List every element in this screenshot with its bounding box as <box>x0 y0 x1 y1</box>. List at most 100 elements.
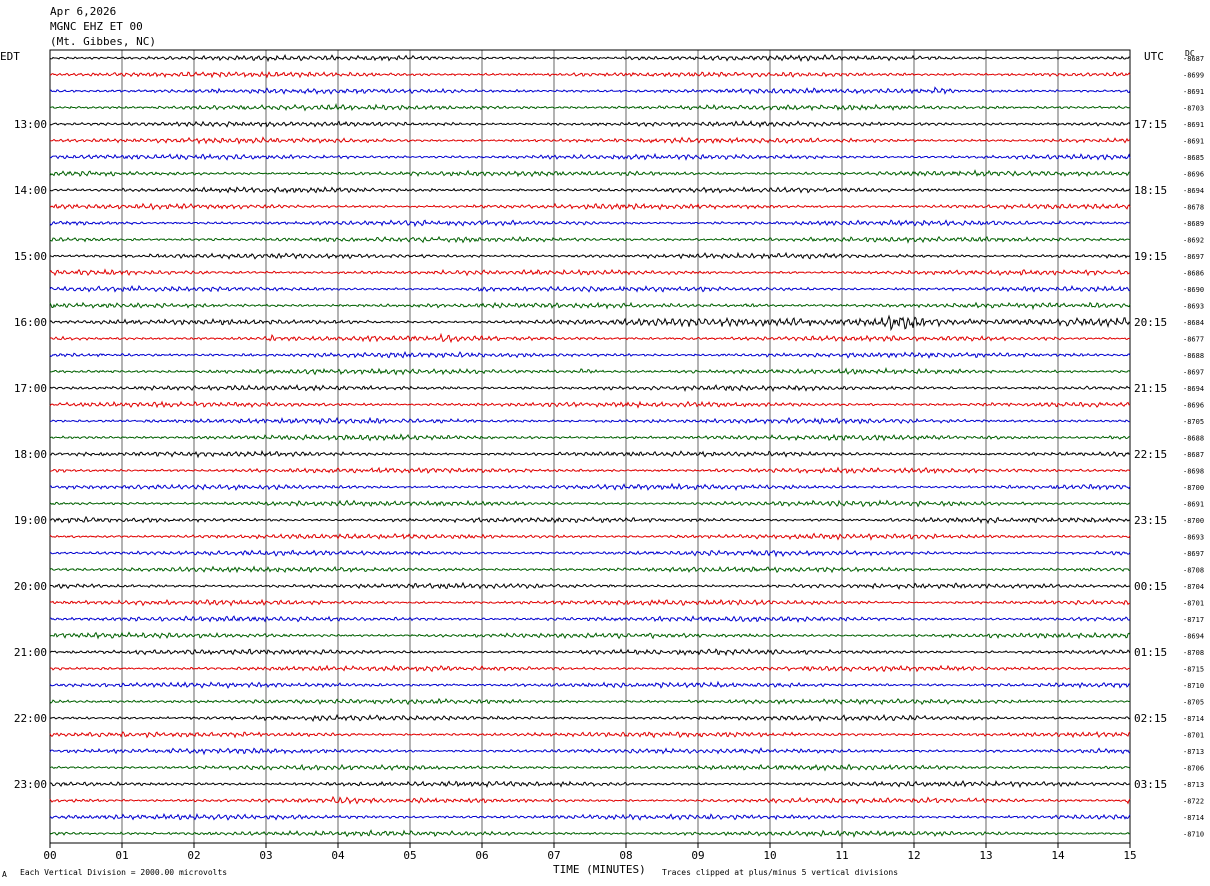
seismic-trace <box>49 581 1131 590</box>
dc-offset-label: -8700 <box>1183 517 1204 525</box>
seismic-trace <box>49 449 1131 459</box>
seismic-trace <box>49 53 1131 63</box>
dc-offset-label: -8698 <box>1183 468 1204 476</box>
right-hour-label: 02:15 <box>1134 712 1167 725</box>
left-hour-label: 21:00 <box>14 646 47 659</box>
dc-offset-label: -8687 <box>1183 451 1204 459</box>
seismic-trace <box>49 532 1131 541</box>
seismic-trace <box>49 186 1131 194</box>
seismic-trace <box>49 795 1131 805</box>
right-hour-label: 22:15 <box>1134 448 1167 461</box>
dc-offset-label: -8713 <box>1183 781 1204 789</box>
seismic-trace <box>49 713 1131 722</box>
left-hour-label: 18:00 <box>14 448 47 461</box>
dc-offset-label: -8691 <box>1183 501 1204 509</box>
dc-offset-label: -8690 <box>1183 286 1204 294</box>
seismic-trace <box>49 120 1131 128</box>
seismic-trace <box>49 268 1131 277</box>
right-hour-label: 23:15 <box>1134 514 1167 527</box>
seismic-trace <box>49 499 1131 508</box>
dc-offset-label: -8697 <box>1183 253 1204 261</box>
x-tick-label: 01 <box>115 849 128 862</box>
seismic-trace <box>49 86 1131 95</box>
seismic-trace <box>49 71 1131 79</box>
seismic-trace <box>49 103 1131 112</box>
x-tick-label: 13 <box>979 849 992 862</box>
right-hour-label: 20:15 <box>1134 316 1167 329</box>
dc-offset-label: -8693 <box>1183 303 1204 311</box>
dc-offset-label: -8677 <box>1183 336 1204 344</box>
left-hour-label: 19:00 <box>14 514 47 527</box>
dc-offset-label: -8708 <box>1183 567 1204 575</box>
x-tick-label: 03 <box>259 849 272 862</box>
dc-offset-label: -8704 <box>1183 583 1204 591</box>
left-hour-label: 22:00 <box>14 712 47 725</box>
dc-offset-label: -8697 <box>1183 369 1204 377</box>
seismic-trace <box>49 314 1131 332</box>
x-tick-label: 08 <box>619 849 632 862</box>
dc-offset-label: -8717 <box>1183 616 1204 624</box>
traces <box>49 53 1131 838</box>
dc-offset-label: -8688 <box>1183 352 1204 360</box>
dc-offset-label: -8706 <box>1183 765 1204 773</box>
dc-offset-label: -8694 <box>1183 633 1204 641</box>
right-hour-label: 00:15 <box>1134 580 1167 593</box>
header-location: (Mt. Gibbes, NC) <box>50 35 156 48</box>
seismic-trace <box>49 152 1131 161</box>
header-date: Apr 6,2026 <box>50 5 117 18</box>
dc-offset-label: -8691 <box>1183 88 1204 96</box>
x-tick-label: 14 <box>1051 849 1065 862</box>
left-timezone: EDT <box>0 50 20 63</box>
seismic-trace <box>49 680 1131 689</box>
right-hour-label: 21:15 <box>1134 382 1167 395</box>
x-tick-label: 00 <box>43 849 56 862</box>
dc-offset-label: -8701 <box>1183 732 1204 740</box>
left-hour-label: 13:00 <box>14 118 47 131</box>
x-tick-label: 11 <box>835 849 848 862</box>
seismic-trace <box>49 301 1131 311</box>
seismic-trace <box>49 416 1131 426</box>
seismic-trace <box>49 829 1131 838</box>
seismic-trace <box>49 813 1131 821</box>
dc-offset-label: -8722 <box>1183 798 1204 806</box>
axis-labels: 00 01 02 03 04 05 06 07 08 09 10 11 12 13 14 15 -8687 -86… <box>14 55 1204 862</box>
seismic-trace <box>49 169 1131 178</box>
dc-label: DC <box>1185 49 1195 58</box>
seismic-trace <box>49 779 1131 789</box>
dc-offset-label: -8684 <box>1183 319 1204 327</box>
x-tick-label: 02 <box>187 849 200 862</box>
dc-offset-label: -8708 <box>1183 649 1204 657</box>
right-hour-label: 01:15 <box>1134 646 1167 659</box>
seismic-trace <box>49 366 1131 376</box>
dc-offset-label: -8688 <box>1183 435 1204 443</box>
dc-offset-label: -8691 <box>1183 138 1204 146</box>
right-timezone: UTC <box>1144 50 1164 63</box>
x-tick-label: 12 <box>907 849 920 862</box>
seismic-trace <box>49 697 1131 706</box>
seismic-trace <box>49 515 1131 525</box>
grid <box>49 49 1131 848</box>
seismic-trace <box>49 482 1131 491</box>
x-tick-label: 04 <box>331 849 345 862</box>
dc-offset-label: -8689 <box>1183 220 1204 228</box>
seismic-trace <box>49 284 1131 293</box>
seismic-trace <box>49 202 1131 211</box>
seismic-trace <box>49 747 1131 756</box>
x-tick-label: 05 <box>403 849 416 862</box>
dc-offset-label: -8703 <box>1183 105 1204 113</box>
left-hour-label: 20:00 <box>14 580 47 593</box>
dc-offset-label: -8692 <box>1183 237 1204 245</box>
seismic-trace <box>49 664 1131 673</box>
right-hour-label: 18:15 <box>1134 184 1167 197</box>
seismic-trace <box>49 565 1131 574</box>
right-hour-label: 19:15 <box>1134 250 1167 263</box>
seismic-trace <box>49 136 1131 145</box>
dc-offset-label: -8685 <box>1183 154 1204 162</box>
footer-scale: Each Vertical Division = 2000.00 microvo… <box>20 868 228 877</box>
seismic-trace <box>49 383 1131 393</box>
dc-offset-label: -8713 <box>1183 748 1204 756</box>
dc-offset-label: -8696 <box>1183 171 1204 179</box>
dc-offset-label: -8693 <box>1183 534 1204 542</box>
left-hour-label: 17:00 <box>14 382 47 395</box>
